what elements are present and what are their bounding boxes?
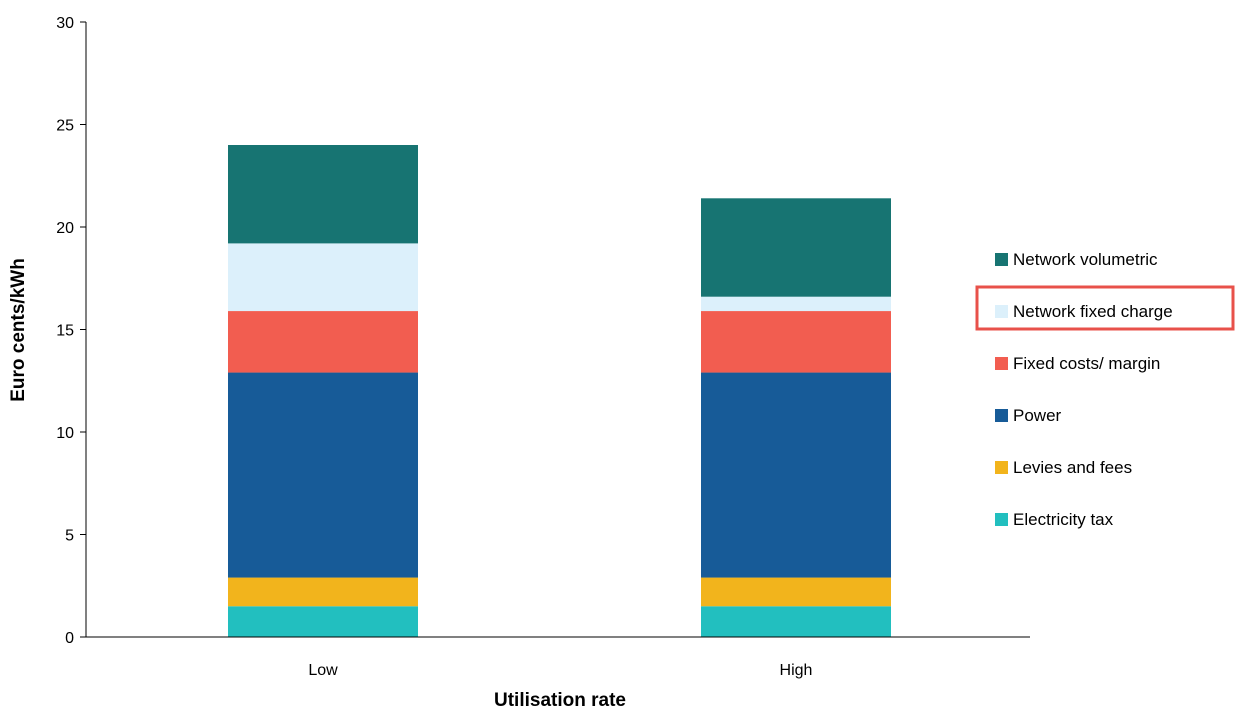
bar-segment-power-high bbox=[701, 372, 891, 578]
legend-swatch-fixed-costs-margin bbox=[995, 357, 1008, 370]
legend-label-network-volumetric: Network volumetric bbox=[1013, 250, 1158, 269]
bar-segment-levies-and-fees-high bbox=[701, 577, 891, 607]
x-axis-title: Utilisation rate bbox=[494, 690, 626, 711]
legend-swatch-network-fixed-charge bbox=[995, 305, 1008, 318]
bar-segment-fixed-costs-margin-high bbox=[701, 311, 891, 373]
bar-segment-network-volumetric-low bbox=[228, 145, 418, 244]
y-axis: 0 5 10 15 20 25 30 bbox=[56, 15, 87, 647]
bar-segment-fixed-costs-margin-low bbox=[228, 311, 418, 373]
bar-segment-levies-and-fees-low bbox=[228, 577, 418, 607]
y-tick-label: 20 bbox=[56, 220, 74, 237]
legend-label-fixed-costs-margin: Fixed costs/ margin bbox=[1013, 354, 1160, 373]
legend-swatch-levies-and-fees bbox=[995, 461, 1008, 474]
y-tick-label: 10 bbox=[56, 425, 74, 442]
bars-group bbox=[228, 145, 891, 637]
x-tick-label: Low bbox=[308, 662, 338, 679]
legend-highlight-box bbox=[975, 285, 1235, 331]
y-tick-label: 15 bbox=[56, 323, 74, 340]
bar-segment-electricity-tax-low bbox=[228, 606, 418, 637]
bar-segment-network-volumetric-high bbox=[701, 198, 891, 297]
legend-swatch-network-volumetric bbox=[995, 253, 1008, 266]
bar-segment-network-fixed-charge-low bbox=[228, 243, 418, 312]
legend-label-power: Power bbox=[1013, 406, 1062, 425]
legend-label-network-fixed-charge: Network fixed charge bbox=[1013, 302, 1173, 321]
legend: Network volumetric Network fixed charge Fi… bbox=[975, 250, 1235, 529]
y-axis-title: Euro cents/kWh bbox=[8, 258, 29, 402]
y-tick-label: 5 bbox=[65, 528, 74, 545]
y-tick-label: 25 bbox=[56, 118, 74, 135]
legend-label-levies-and-fees: Levies and fees bbox=[1013, 458, 1132, 477]
y-tick-label: 30 bbox=[56, 15, 74, 32]
bar-segment-network-fixed-charge-high bbox=[701, 296, 891, 312]
legend-label-electricity-tax: Electricity tax bbox=[1013, 510, 1114, 529]
x-tick-label: High bbox=[780, 662, 813, 679]
legend-swatch-power bbox=[995, 409, 1008, 422]
y-tick-label: 0 bbox=[65, 630, 74, 647]
x-axis: Low High bbox=[86, 636, 1030, 679]
legend-swatch-electricity-tax bbox=[995, 513, 1008, 526]
bar-segment-power-low bbox=[228, 372, 418, 578]
bar-segment-electricity-tax-high bbox=[701, 606, 891, 637]
